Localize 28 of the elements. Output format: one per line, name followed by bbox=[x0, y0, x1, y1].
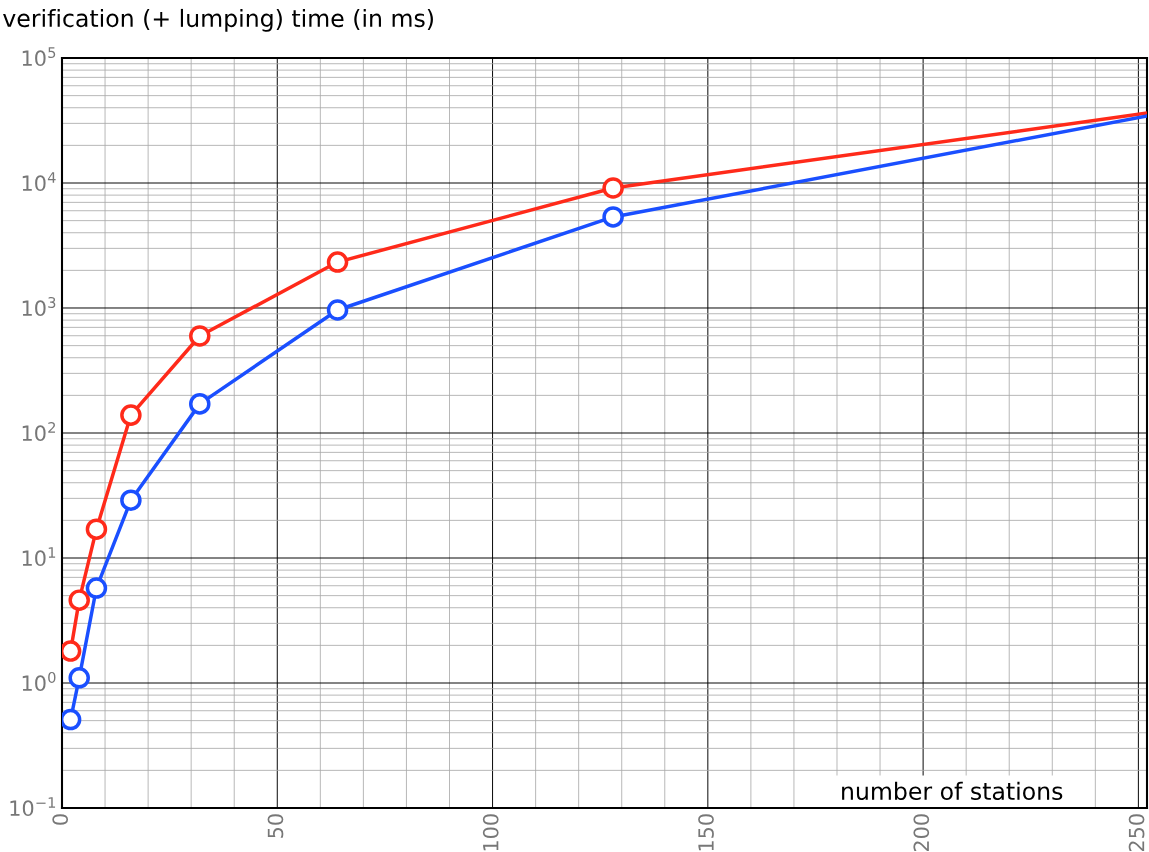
point bbox=[85, 577, 108, 599]
point bbox=[602, 177, 624, 199]
y-axis-title: verification (+ lumping) time (in ms) bbox=[3, 8, 433, 32]
point bbox=[326, 251, 349, 273]
x-axis-title: number of stations bbox=[842, 781, 1063, 801]
point bbox=[189, 393, 211, 415]
y-tick-label: 10$^{5}$ bbox=[22, 47, 56, 67]
x-tick-label: 150 bbox=[698, 814, 714, 851]
x-tick-label: 100 bbox=[482, 814, 499, 851]
y-tick-label: 10$^{0}$ bbox=[22, 671, 56, 692]
x-tick-label: 0 bbox=[52, 814, 69, 825]
y-tick-label: 10$^{4}$ bbox=[22, 172, 56, 192]
x-tick-label: 250 bbox=[1128, 814, 1145, 852]
x-tick-label: 200 bbox=[913, 814, 930, 852]
point bbox=[602, 206, 624, 228]
x-tick-label: 50 bbox=[267, 814, 284, 838]
point bbox=[120, 404, 142, 426]
point bbox=[62, 640, 82, 662]
y-tick-label: 10$^{2}$ bbox=[22, 421, 55, 442]
y-tick-label: 10$^{3}$ bbox=[22, 296, 56, 317]
point bbox=[68, 589, 90, 611]
point bbox=[189, 325, 211, 347]
y-tick-label: 10$^{1}$ bbox=[22, 547, 56, 567]
point bbox=[68, 667, 90, 689]
point bbox=[120, 489, 142, 511]
point bbox=[326, 299, 349, 321]
point bbox=[62, 708, 82, 731]
point bbox=[85, 518, 108, 540]
